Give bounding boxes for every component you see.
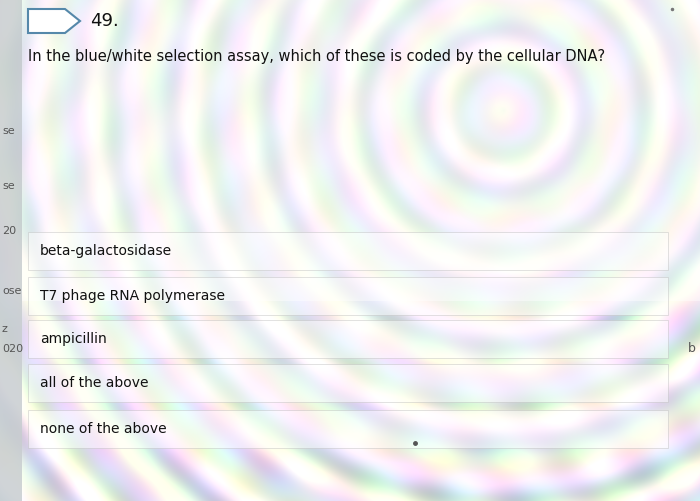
Text: se: se: [2, 181, 15, 191]
Text: z: z: [2, 324, 8, 334]
Bar: [22, 0, 700, 301]
Bar: [28, 320, 668, 358]
Bar: [28, 232, 668, 270]
Text: b: b: [688, 343, 696, 356]
Bar: [28, 364, 668, 402]
Text: none of the above: none of the above: [40, 422, 167, 436]
Text: all of the above: all of the above: [40, 376, 148, 390]
Text: T7 phage RNA polymerase: T7 phage RNA polymerase: [40, 289, 225, 303]
Text: 020: 020: [2, 344, 23, 354]
Text: 20: 20: [2, 226, 16, 236]
Polygon shape: [28, 9, 80, 33]
Text: beta-galactosidase: beta-galactosidase: [40, 244, 172, 258]
Text: ose: ose: [2, 286, 22, 296]
Text: se: se: [2, 126, 15, 136]
Text: In the blue/white selection assay, which of these is coded by the cellular DNA?: In the blue/white selection assay, which…: [28, 49, 605, 64]
Bar: [28, 410, 668, 448]
Text: ampicillin: ampicillin: [40, 332, 106, 346]
Bar: [0, 0, 22, 501]
Bar: [28, 277, 668, 315]
Text: 49.: 49.: [90, 12, 119, 30]
